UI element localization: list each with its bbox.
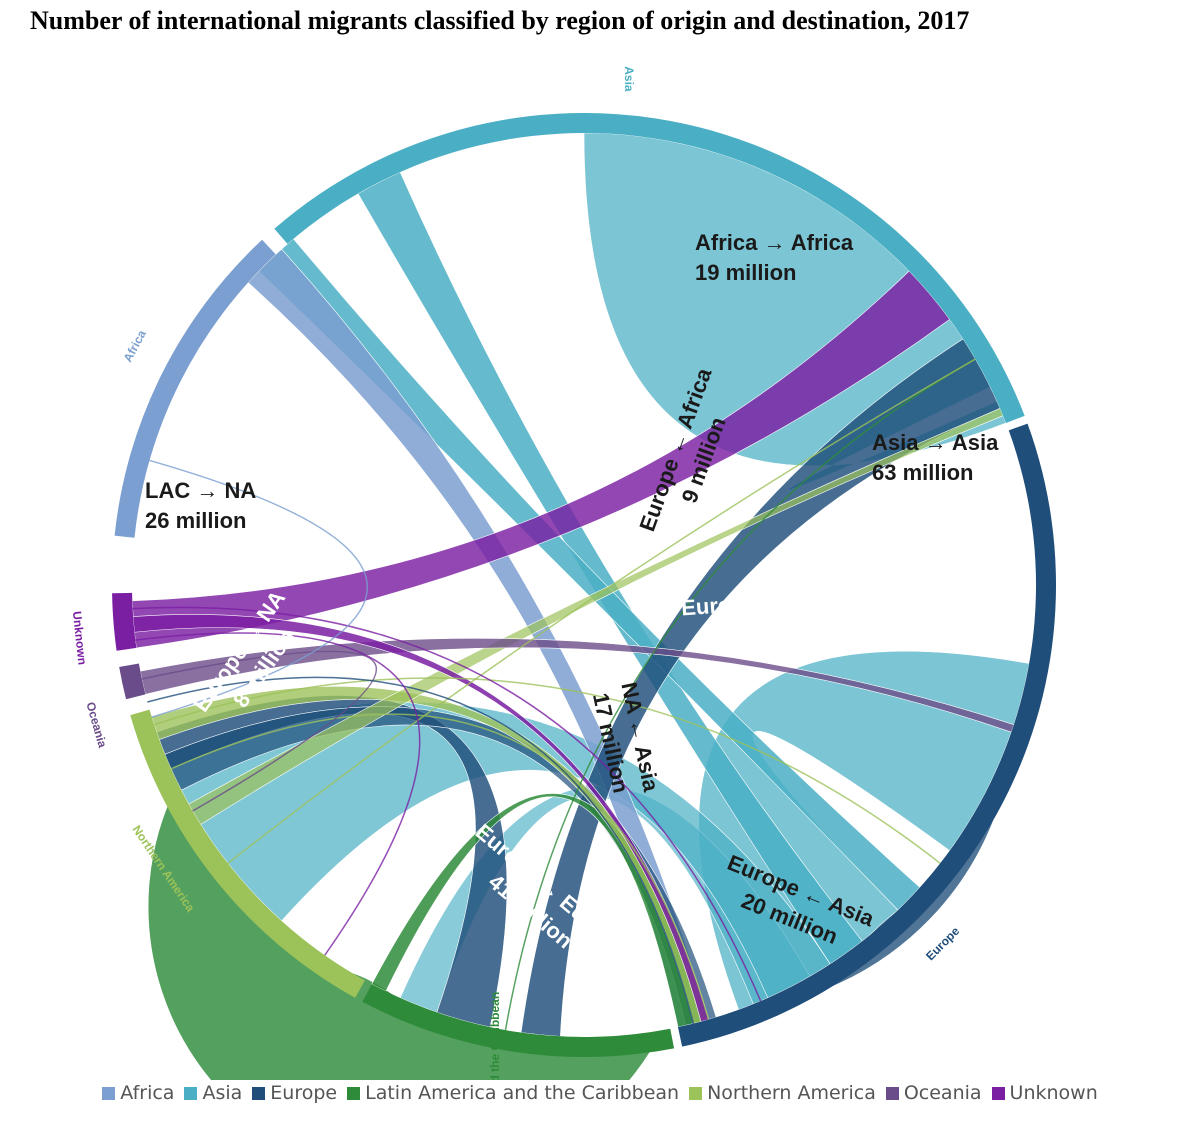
region-label-latin-america-and-the-caribbean: Latin America and the Caribbean (488, 992, 502, 1080)
legend-item-unknown: Unknown (991, 1082, 1098, 1104)
arc-northern-america (130, 709, 365, 998)
legend-item-oceania: Oceania (885, 1082, 982, 1104)
legend-swatch (102, 1086, 116, 1100)
arc-unknown (112, 592, 137, 651)
thin-link-9 (135, 632, 421, 956)
flow-label-europe-asia-value: 7 million (716, 617, 807, 648)
legend-label: Oceania (903, 1082, 982, 1104)
flow-label-africa-africa: Africa → Africa 19 million (695, 230, 854, 285)
flow-label-lac-na-title: LAC → NA (145, 478, 256, 503)
region-label-unknown: Unknown (70, 610, 90, 665)
legend-label: Africa (120, 1082, 175, 1104)
thin-link-2 (227, 358, 976, 864)
flow-label-africa-africa-value: 19 million (695, 260, 796, 285)
ribbon-europe-asia (520, 338, 1001, 1037)
legend-item-asia: Asia (184, 1082, 242, 1104)
legend-item-latin-america-and-the-caribbean: Latin America and the Caribbean (347, 1082, 679, 1104)
chord-diagram: Africa Asia Europe Latin America and the Ca… (70, 66, 1056, 1080)
legend-item-northern-america: Northern America (689, 1082, 876, 1104)
legend-swatch (252, 1086, 266, 1100)
thin-link-8 (147, 676, 695, 1024)
legend-swatch (991, 1086, 1005, 1100)
legend-swatch (689, 1086, 703, 1100)
legend: Africa Asia Europe Latin America and the Ca… (0, 1082, 1200, 1104)
legend-swatch (347, 1086, 361, 1100)
arc-africa (114, 239, 276, 538)
legend-label: Northern America (707, 1082, 876, 1104)
thin-link-6 (141, 650, 378, 812)
flow-label-asia-asia-value: 63 million (872, 460, 973, 485)
legend-swatch (885, 1086, 899, 1100)
arc-oceania (119, 663, 146, 700)
thin-link-1 (504, 358, 976, 1031)
legend-label: Unknown (1009, 1082, 1098, 1104)
region-label-europe: Europe (923, 924, 962, 963)
region-label-asia: Asia (622, 66, 636, 92)
region-label-africa: Africa (121, 328, 149, 365)
arcs-layer (112, 113, 1056, 1057)
flow-label-asia-asia: Asia → Asia 63 million (872, 430, 999, 485)
flow-label-lac-na: LAC → NA 26 million (145, 478, 256, 533)
flow-label-asia-asia-title: Asia → Asia (872, 430, 999, 455)
arc-asia (274, 113, 1025, 424)
legend-item-europe: Europe (252, 1082, 337, 1104)
legend-swatch (184, 1086, 198, 1100)
legend-label: Latin America and the Caribbean (365, 1082, 680, 1104)
thin-link-7 (149, 459, 368, 718)
legend-label: Europe (270, 1082, 338, 1104)
legend-item-africa: Africa (102, 1082, 174, 1104)
legend-label: Asia (202, 1082, 243, 1104)
ribbons-layer (131, 132, 1030, 1080)
thin-link-3 (170, 713, 710, 1020)
thin-link-4 (153, 677, 941, 864)
flow-label-africa-africa-title: Africa → Africa (695, 230, 854, 255)
region-label-oceania: Oceania (83, 700, 109, 749)
arc-latin-america-and-the-caribbean (362, 984, 675, 1057)
chart-title: Number of international migrants classif… (30, 6, 970, 35)
flow-label-lac-na-value: 26 million (145, 508, 246, 533)
thin-link-5 (132, 606, 762, 1002)
